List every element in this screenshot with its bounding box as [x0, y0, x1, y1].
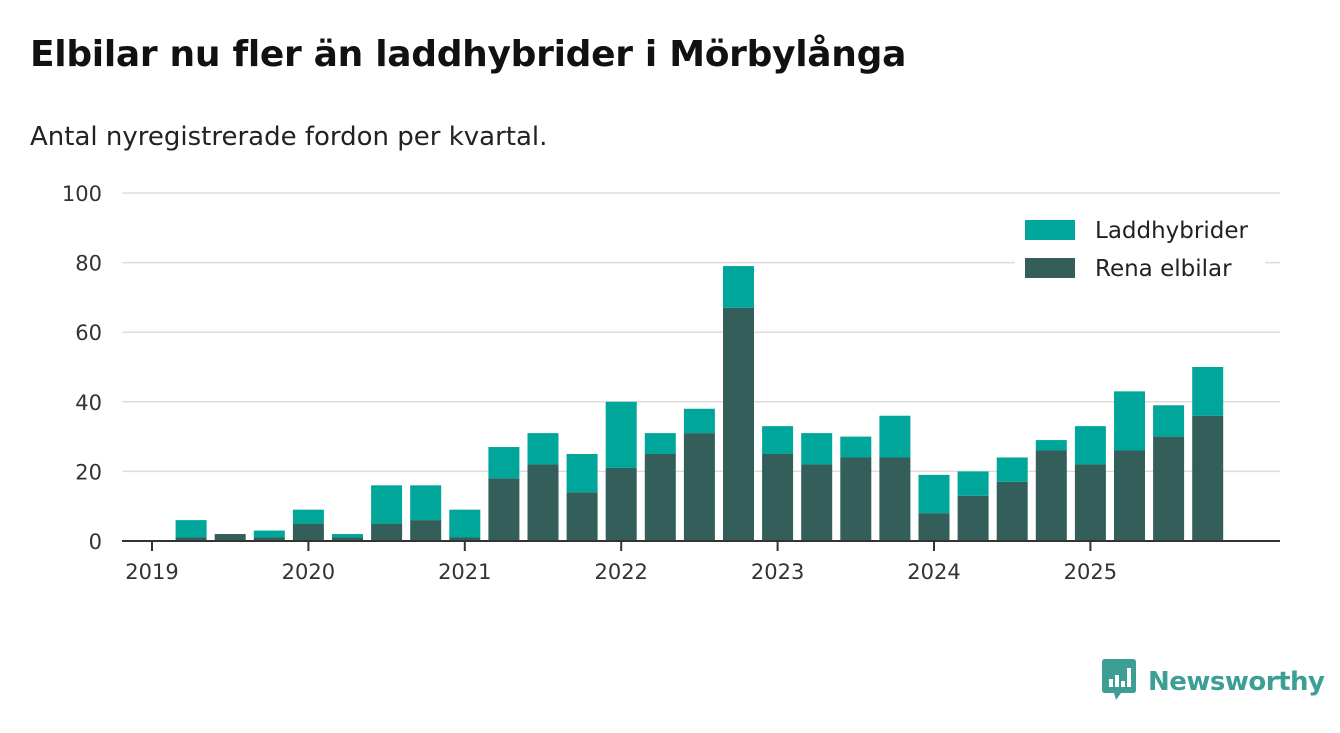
- bar-laddhybrider: [410, 485, 442, 521]
- bar-rena-elbilar: [723, 307, 754, 541]
- bar-rena-elbilar: [1114, 450, 1145, 541]
- bar-rena-elbilar: [1153, 436, 1185, 541]
- bar-rena-elbilar: [918, 513, 950, 541]
- bar-rena-elbilar: [605, 467, 637, 541]
- bar-laddhybrider: [1153, 405, 1185, 437]
- x-tick-label: 2021: [438, 560, 491, 584]
- bar-rena-elbilar: [214, 534, 246, 541]
- bar-laddhybrider: [605, 401, 637, 468]
- bar-rena-elbilar: [175, 537, 207, 541]
- legend-label: Rena elbilar: [1095, 256, 1232, 282]
- bar-laddhybrider: [1035, 440, 1067, 451]
- bar-laddhybrider: [449, 509, 481, 538]
- legend-label: Laddhybrider: [1095, 218, 1248, 244]
- bar-laddhybrider: [723, 266, 754, 308]
- bar-laddhybrider: [840, 436, 872, 458]
- bar-laddhybrider: [957, 471, 989, 496]
- bar-laddhybrider: [488, 447, 520, 479]
- legend: Laddhybrider Rena elbilar: [1015, 210, 1265, 286]
- bar-rena-elbilar: [840, 457, 872, 541]
- y-tick-label: 60: [75, 321, 102, 345]
- bar-laddhybrider: [175, 520, 207, 538]
- bar-rena-elbilar: [371, 523, 403, 541]
- bar-laddhybrider: [1114, 391, 1145, 451]
- bar-laddhybrider: [332, 534, 363, 538]
- bar-rena-elbilar: [566, 492, 598, 541]
- y-tick-label: 0: [89, 530, 102, 554]
- bar-laddhybrider: [527, 433, 559, 465]
- bar-laddhybrider: [683, 408, 715, 434]
- bar-laddhybrider: [879, 415, 911, 458]
- bar-laddhybrider: [1192, 367, 1224, 416]
- bar-rena-elbilar: [683, 433, 715, 541]
- bar-laddhybrider: [566, 454, 598, 493]
- bar-rena-elbilar: [527, 464, 559, 541]
- bar-rena-elbilar: [292, 523, 324, 541]
- chart-title: Elbilar nu fler än laddhybrider i Mörbyl…: [30, 34, 907, 75]
- x-tick-label: 2019: [125, 560, 178, 584]
- axes: 0 20 40 60 80 100 2019 2020 2021 2022 2023 2024 2025: [62, 182, 1280, 584]
- bar-rena-elbilar: [644, 454, 676, 541]
- y-tick-label: 80: [75, 252, 102, 276]
- bar-rena-elbilar: [957, 495, 989, 541]
- bar-rena-elbilar: [253, 537, 285, 541]
- stacked-bar-chart: 0 20 40 60 80 100 2019 2020 2021 2022 2023 2024 2025…: [62, 182, 1280, 584]
- x-tick-label: 2025: [1064, 560, 1117, 584]
- bar-rena-elbilar: [1192, 415, 1224, 541]
- bar-rena-elbilar: [996, 481, 1028, 541]
- bar-laddhybrider: [996, 457, 1028, 482]
- bar-rena-elbilar: [762, 454, 794, 541]
- legend-swatch: [1025, 258, 1075, 278]
- bars: [175, 266, 1224, 541]
- bar-laddhybrider: [371, 485, 403, 524]
- bar-rena-elbilar: [488, 478, 520, 541]
- bar-laddhybrider: [292, 509, 324, 524]
- chart-subtitle: Antal nyregistrerade fordon per kvartal.: [30, 122, 548, 152]
- y-tick-label: 40: [75, 391, 102, 415]
- brand-name: Newsworthy: [1148, 667, 1325, 697]
- bar-rena-elbilar: [410, 520, 442, 541]
- bar-laddhybrider: [801, 433, 833, 465]
- bar-rena-elbilar: [332, 537, 363, 541]
- bar-rena-elbilar: [801, 464, 833, 541]
- bar-laddhybrider: [762, 426, 794, 454]
- newsworthy-brand[interactable]: Newsworthy: [1102, 659, 1325, 705]
- bar-laddhybrider: [644, 433, 676, 454]
- y-tick-label: 20: [75, 460, 102, 484]
- bar-rena-elbilar: [879, 457, 911, 541]
- bar-rena-elbilar: [1074, 464, 1106, 541]
- newsworthy-logo-icon: [1102, 659, 1136, 705]
- x-tick-label: 2022: [594, 560, 647, 584]
- x-tick-label: 2024: [907, 560, 960, 584]
- x-tick-label: 2020: [282, 560, 335, 584]
- x-tick-label: 2023: [751, 560, 804, 584]
- bar-laddhybrider: [253, 530, 285, 538]
- legend-swatch: [1025, 220, 1075, 240]
- bar-rena-elbilar: [1035, 450, 1067, 541]
- bar-laddhybrider: [1074, 426, 1106, 465]
- y-tick-label: 100: [62, 182, 102, 206]
- bar-laddhybrider: [918, 474, 950, 514]
- bar-rena-elbilar: [449, 537, 481, 541]
